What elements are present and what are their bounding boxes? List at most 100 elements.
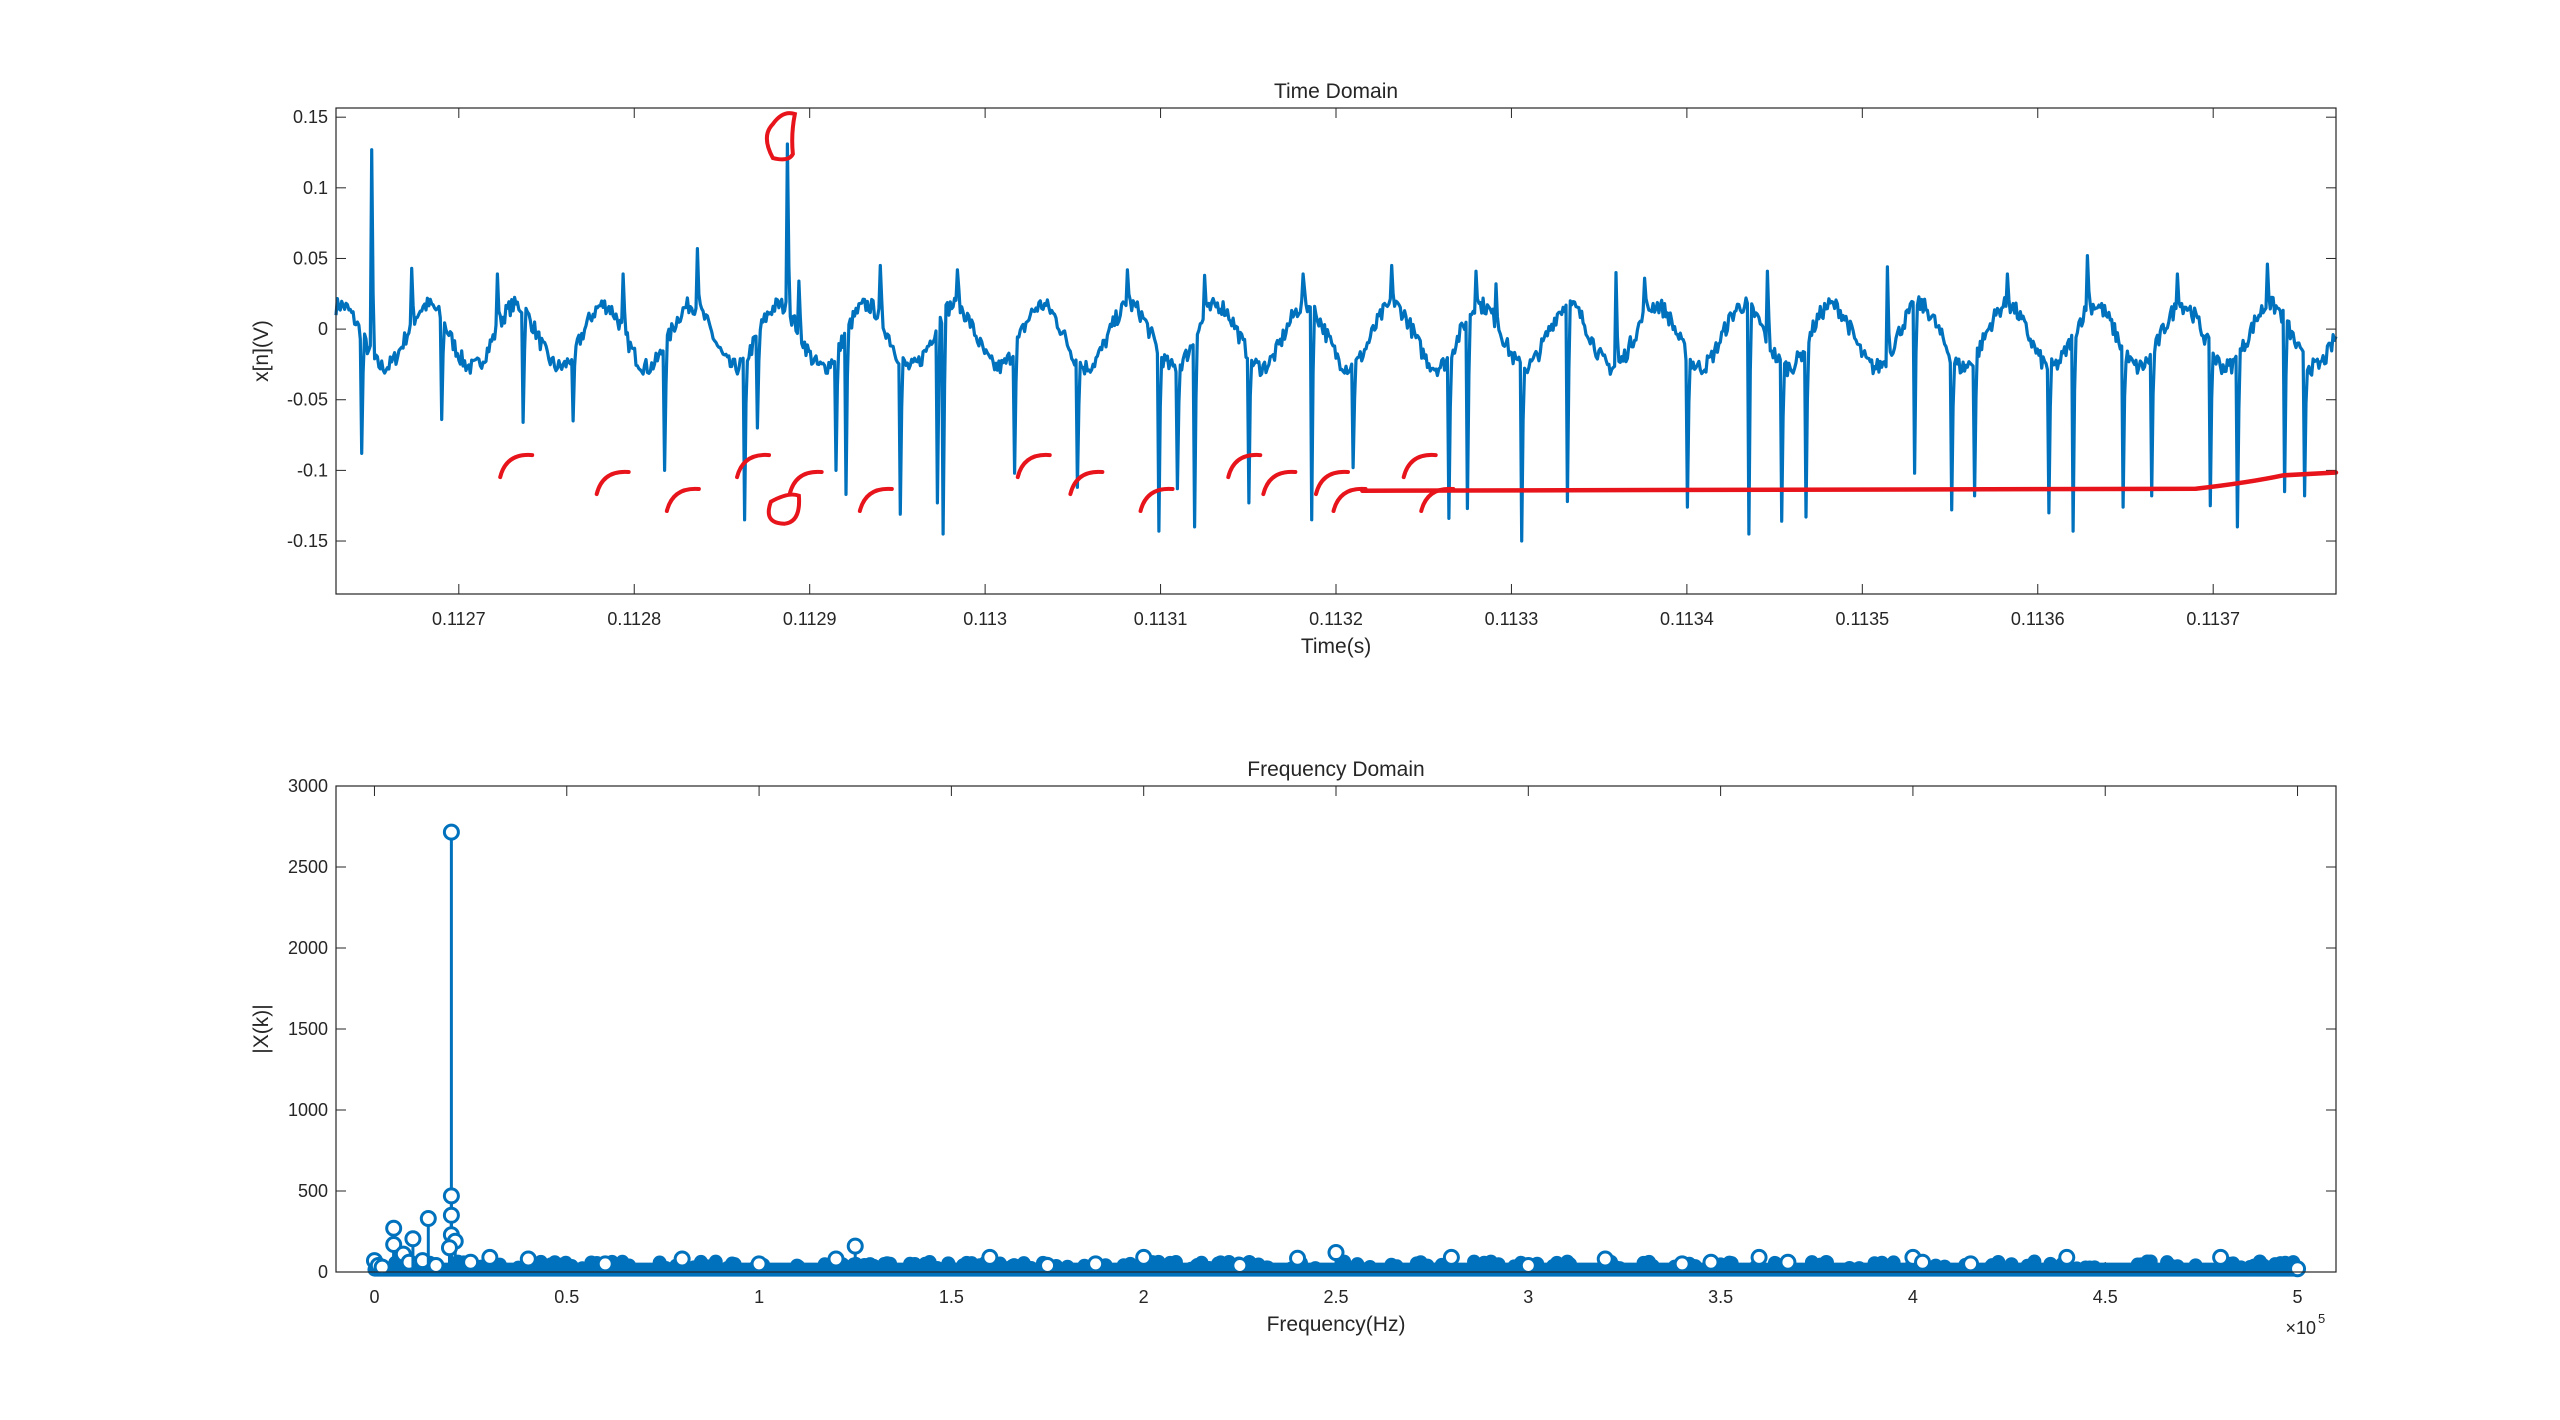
freq-stem-marker (1596, 1250, 1614, 1268)
freq-floor-marker (690, 1261, 705, 1276)
freq-floor-marker (1642, 1254, 1657, 1269)
freq-stem-marker (673, 1250, 691, 1268)
time-axes-box (335, 107, 2337, 595)
time-ytick-label: 0 (318, 319, 328, 339)
freq-stem-marker (442, 1206, 460, 1224)
freq-stem-marker (827, 1250, 845, 1268)
annotation-arc (1314, 469, 1350, 497)
annotation-peak-circle (764, 111, 798, 162)
freq-ytick-label: 1000 (288, 1100, 328, 1120)
freq-floor-marker (2027, 1254, 2042, 1269)
freq-xtick-label: 4.5 (2093, 1287, 2118, 1307)
time-ytick-label: -0.05 (287, 390, 328, 410)
freq-stem-marker (596, 1255, 614, 1273)
freq-floor-marker (1308, 1261, 1323, 1276)
freq-floor-marker (2043, 1256, 2058, 1271)
time-series-line (334, 142, 2338, 543)
annotation-arc (857, 486, 894, 513)
x-multiplier-base: ×10 (2285, 1318, 2316, 1338)
annotation-arc (787, 469, 824, 497)
freq-stem-marker (750, 1255, 768, 1273)
freq-xtick-label: 4 (1908, 1287, 1918, 1307)
freq-stem-marker (846, 1237, 864, 1255)
freq-stem-marker (1442, 1248, 1460, 1266)
freq-ytick-label: 3000 (288, 776, 328, 796)
time-ytick-label: -0.1 (297, 460, 328, 480)
freq-stem-marker (404, 1230, 422, 1248)
freq-stem-marker (2289, 1260, 2307, 1278)
freq-floor-marker (1060, 1259, 1075, 1274)
freq-stem-marker (1087, 1255, 1105, 1273)
freq-floor-marker (2188, 1258, 2203, 1273)
time-xtick-label: 0.1129 (783, 609, 837, 629)
freq-ytick-label: 2500 (288, 857, 328, 877)
freq-floor-marker (1190, 1257, 1205, 1272)
time-ylabel: x[n](V) (250, 320, 273, 382)
time-waveform (334, 142, 2338, 543)
freq-floor-marker (1767, 1259, 1782, 1274)
x-multiplier-exponent: 5 (2318, 1311, 2325, 1326)
freq-floor-marker (1507, 1259, 1522, 1274)
freq-xlabel: Frequency(Hz) (1267, 1313, 1406, 1336)
freq-xtick-label: 1.5 (939, 1287, 964, 1307)
annotation-baseline-line (1360, 470, 2339, 493)
freq-xtick-label: 5 (2293, 1287, 2303, 1307)
freq-floor-marker (511, 1260, 526, 1275)
freq-ytick-label: 1500 (288, 1019, 328, 1039)
freq-floor-marker (1852, 1261, 1867, 1276)
freq-floor-marker (791, 1259, 806, 1274)
freq-stem-marker (1779, 1253, 1797, 1271)
freq-xtick-label: 0 (369, 1287, 379, 1307)
freq-floor-marker (1491, 1257, 1506, 1272)
annotation-arc (1261, 469, 1298, 497)
freq-floor-marker (907, 1257, 922, 1272)
freq-floor-marker (652, 1255, 667, 1270)
freq-floor-marker (1336, 1257, 1351, 1272)
freq-ytick-label: 2000 (288, 938, 328, 958)
freq-title: Frequency Domain (1247, 758, 1424, 781)
annotation-arc (735, 452, 772, 480)
freq-stem-marker (427, 1257, 445, 1275)
freq-floor-marker (2164, 1258, 2179, 1273)
freq-floor-marker (1886, 1255, 1901, 1270)
freq-floor-marker (1383, 1260, 1398, 1275)
freq-floor-marker (880, 1256, 895, 1271)
freq-floor-marker (575, 1261, 590, 1276)
freq-stem-marker (1135, 1248, 1153, 1266)
freq-floor-marker (2078, 1260, 2093, 1275)
freq-stem-marker (1914, 1253, 1932, 1271)
annotation-min-circle (766, 492, 802, 526)
freq-stem-marker (1289, 1249, 1307, 1267)
freq-xtick-label: 0.5 (554, 1287, 579, 1307)
frequency-domain-axes: 0 0.5 1 1.5 2 2.5 3 3.5 4 4.5 5 3000 2500 2000 1500 100… (250, 758, 2337, 1338)
time-xtick-label: 0.1137 (2186, 609, 2240, 629)
time-ticks: 0.1127 0.1128 0.1129 0.113 0.1131 0.1132 0.113… (287, 107, 2336, 629)
time-xtick-label: 0.113 (963, 609, 1007, 629)
freq-stems (365, 823, 2307, 1278)
freq-floor-marker (1724, 1256, 1739, 1271)
time-domain-axes: 0.1127 0.1128 0.1129 0.113 0.1131 0.1132 0.113… (250, 80, 2339, 658)
freq-stem-marker (1962, 1255, 1980, 1273)
freq-floor-marker (941, 1256, 956, 1271)
freq-floor-marker (1409, 1256, 1424, 1271)
time-ytick-label: 0.15 (293, 107, 328, 127)
freq-floor-marker (1151, 1260, 1166, 1275)
freq-floor-marker (2004, 1257, 2019, 1272)
freq-stem-marker (1039, 1257, 1057, 1275)
freq-stem-marker (1750, 1248, 1768, 1266)
freq-floor-marker (1363, 1260, 1378, 1275)
freq-floor-marker (1983, 1259, 1998, 1274)
annotation-arc (1401, 452, 1438, 480)
annotation-arc (1015, 452, 1052, 480)
annotation-arc (664, 486, 701, 513)
freq-floor-marker (2140, 1254, 2155, 1269)
freq-stem-marker (385, 1219, 403, 1237)
annotation-arc (594, 469, 631, 497)
time-xtick-label: 0.1135 (1835, 609, 1889, 629)
freq-floor-marker (725, 1256, 740, 1271)
freq-ytick-label: 0 (318, 1262, 328, 1282)
freq-floor-marker (2252, 1254, 2267, 1269)
freq-stem-marker (462, 1253, 480, 1271)
freq-floor-marker (922, 1255, 937, 1270)
